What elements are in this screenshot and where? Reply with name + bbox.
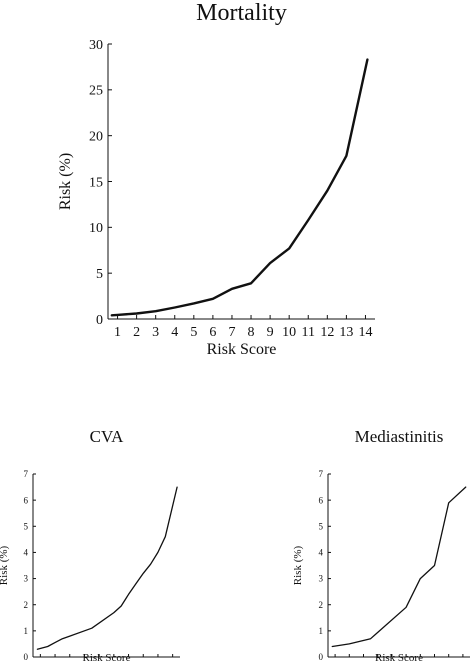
mediastinitis-y-tick-label: 6 (319, 495, 324, 505)
mortality-y-tick-label: 30 (89, 38, 103, 53)
mortality-x-tick-label: 10 (282, 325, 296, 340)
mortality-y-tick-label: 0 (96, 313, 103, 328)
mediastinitis-x-axis-label: Risk Score (375, 652, 423, 661)
mortality-x-tick-label: 5 (190, 325, 197, 340)
cva-y-tick-label: 3 (24, 574, 29, 584)
mortality-x-tick-label: 8 (248, 325, 255, 340)
mortality-x-tick-label: 12 (320, 325, 334, 340)
cva-y-tick-label: 5 (24, 521, 29, 531)
cva-y-tick-label: 7 (24, 469, 29, 479)
cva-y-tick-label: 6 (24, 495, 29, 505)
mortality-x-tick-label: 3 (152, 325, 159, 340)
mediastinitis-y-tick-label: 1 (319, 626, 324, 636)
mortality-title: Mortality (196, 0, 287, 26)
cva-y-tick-label: 0 (24, 652, 29, 661)
mortality-y-tick-label: 5 (96, 267, 103, 282)
mediastinitis-title: Mediastinitis (355, 427, 444, 446)
mediastinitis-y-axis-label: Risk (%) (292, 545, 304, 585)
mortality-x-tick-label: 14 (358, 325, 372, 340)
mortality-x-tick-label: 1 (114, 325, 121, 340)
mortality-y-tick-label: 20 (89, 130, 103, 145)
mortality-series-line (110, 58, 369, 317)
cva-y-tick-label: 1 (24, 626, 29, 636)
cva-series-line (36, 486, 178, 650)
mediastinitis-y-tick-label: 4 (319, 548, 324, 558)
mediastinitis-y-tick-label: 3 (319, 574, 324, 584)
mediastinitis-y-tick-label: 7 (319, 469, 324, 479)
mortality-x-tick-label: 6 (209, 325, 216, 340)
mediastinitis-chart: Mediastinitis0123456712345678910Risk Sco… (292, 427, 470, 661)
cva-x-axis-label: Risk Score (83, 652, 131, 661)
mortality-x-tick-label: 13 (339, 325, 353, 340)
cva-y-tick-label: 2 (24, 600, 29, 610)
cva-y-axis-label: Risk (%) (0, 545, 10, 585)
mediastinitis-y-tick-label: 0 (319, 652, 324, 661)
mortality-y-tick-label: 15 (89, 175, 103, 190)
cva-y-tick-label: 4 (24, 548, 29, 558)
mortality-x-tick-label: 7 (228, 325, 235, 340)
mortality-x-axis-label: Risk Score (207, 341, 277, 358)
mortality-y-axis-label: Risk (%) (57, 153, 74, 210)
mediastinitis-y-tick-label: 5 (319, 521, 324, 531)
mediastinitis-series-line (331, 486, 467, 648)
mediastinitis-y-tick-label: 2 (319, 600, 324, 610)
mortality-x-tick-label: 11 (302, 325, 315, 340)
mortality-x-tick-label: 9 (267, 325, 274, 340)
mortality-x-tick-label: 4 (171, 325, 178, 340)
mortality-y-tick-label: 25 (89, 84, 103, 99)
mortality-x-tick-label: 2 (133, 325, 140, 340)
mortality-y-tick-label: 10 (89, 221, 103, 236)
cva-title: CVA (90, 427, 124, 446)
